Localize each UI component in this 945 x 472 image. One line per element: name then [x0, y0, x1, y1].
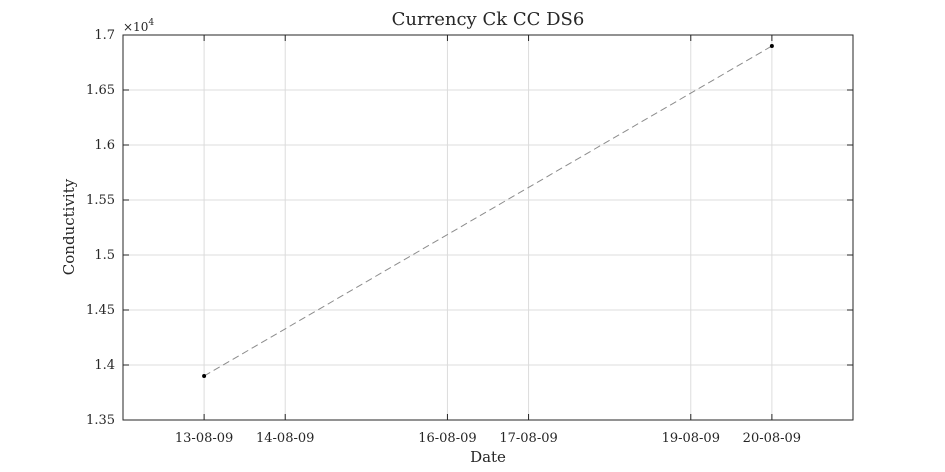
y-axis-label: Conductivity	[60, 178, 78, 275]
chart-title: Currency Ck CC DS6	[392, 9, 585, 30]
y-tick-label: 1.65	[86, 83, 115, 98]
y-tick-label: 1.55	[86, 193, 115, 208]
data-point	[202, 374, 207, 378]
y-tick-label: 1.5	[94, 248, 115, 263]
y-exponent-power: 4	[148, 18, 154, 28]
x-axis-label: Date	[470, 448, 506, 466]
x-tick-label: 13-08-09	[175, 431, 233, 446]
data-series	[202, 44, 774, 378]
y-axis-ticks: 1.35 1.4 1.45 1.5 1.55 1.6 1.65 1.7	[86, 28, 853, 428]
x-tick-label: 14-08-09	[256, 431, 314, 446]
y-tick-label: 1.45	[86, 303, 115, 318]
data-point	[769, 44, 774, 48]
x-tick-label: 17-08-09	[499, 431, 557, 446]
y-exponent-base: ×10	[123, 20, 148, 34]
x-tick-label: 16-08-09	[418, 431, 476, 446]
x-axis-ticks: 13-08-09 14-08-09 16-08-09 17-08-09 19-08-09…	[175, 35, 801, 446]
x-tick-label: 20-08-09	[743, 431, 801, 446]
y-tick-label: 1.7	[94, 28, 115, 43]
y-tick-label: 1.35	[86, 413, 115, 428]
y-tick-label: 1.6	[94, 138, 115, 153]
x-tick-label: 19-08-09	[662, 431, 720, 446]
plot-area-border	[122, 34, 854, 421]
y-exponent-label: ×104	[123, 18, 154, 34]
plot-area-background	[123, 35, 853, 420]
y-tick-label: 1.4	[94, 358, 115, 373]
x-gridlines	[203, 35, 773, 420]
